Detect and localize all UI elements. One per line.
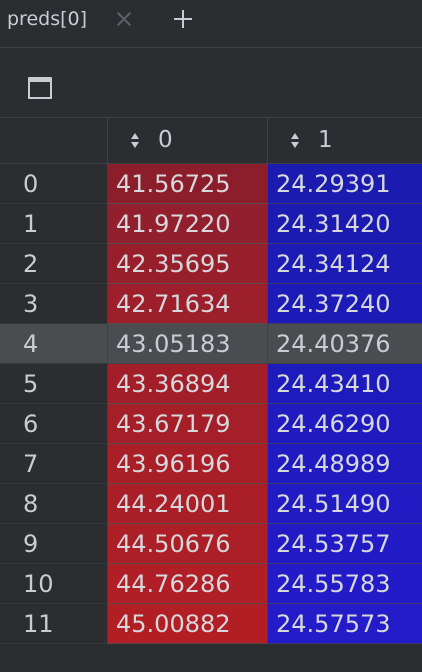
close-icon[interactable] (113, 8, 135, 30)
value-cell-col-0[interactable]: 45.00882 (107, 604, 267, 644)
value-cell-col-1[interactable]: 24.43410 (267, 364, 422, 404)
value-cell-col-1[interactable]: 24.48989 (267, 444, 422, 484)
row-divider (0, 403, 107, 404)
value-cell-col-1[interactable]: 24.40376 (267, 324, 422, 364)
toolbar (0, 49, 422, 117)
row-divider (0, 243, 107, 244)
table-row[interactable]: 7 43.96196 24.48989 (0, 444, 422, 484)
table-row[interactable]: 1 41.97220 24.31420 (0, 204, 422, 244)
data-table: 0 1 0 41.56725 24.29391 1 41.97220 24.31420 2 4… (0, 117, 422, 672)
value-cell-col-0[interactable]: 43.67179 (107, 404, 267, 444)
index-column-header[interactable] (0, 118, 107, 163)
value-cell-col-1[interactable]: 24.37240 (267, 284, 422, 324)
sort-icon[interactable] (130, 131, 140, 149)
row-divider (0, 323, 107, 324)
value-cell-col-1[interactable]: 24.34124 (267, 244, 422, 284)
row-divider (0, 363, 107, 364)
add-icon[interactable] (172, 8, 194, 30)
row-index-cell[interactable]: 10 (23, 570, 54, 598)
value-cell-col-0[interactable]: 43.96196 (107, 444, 267, 484)
row-index-cell[interactable]: 6 (23, 410, 39, 438)
row-index-cell[interactable]: 8 (23, 490, 39, 518)
value-cell-col-0[interactable]: 42.71634 (107, 284, 267, 324)
row-index-cell[interactable]: 1 (23, 210, 39, 238)
value-cell-col-0[interactable]: 42.35695 (107, 244, 267, 284)
table-row[interactable]: 8 44.24001 24.51490 (0, 484, 422, 524)
row-divider (0, 523, 107, 524)
row-divider (0, 443, 107, 444)
value-cell-col-1[interactable]: 24.55783 (267, 564, 422, 604)
value-cell-col-1[interactable]: 24.29391 (267, 164, 422, 204)
tab-label: preds[0] (7, 8, 88, 30)
column-header-1[interactable]: 1 (267, 118, 422, 163)
row-divider (0, 203, 107, 204)
row-divider (0, 483, 107, 484)
value-cell-col-0[interactable]: 44.24001 (107, 484, 267, 524)
column-header-label: 0 (158, 127, 173, 153)
value-cell-col-0[interactable]: 44.50676 (107, 524, 267, 564)
table-row[interactable]: 10 44.76286 24.55783 (0, 564, 422, 604)
sort-icon[interactable] (290, 131, 300, 149)
row-divider (0, 603, 107, 604)
row-divider (0, 563, 107, 564)
value-cell-col-0[interactable]: 41.97220 (107, 204, 267, 244)
value-cell-col-1[interactable]: 24.57573 (267, 604, 422, 644)
row-index-cell[interactable]: 9 (23, 530, 39, 558)
row-divider (0, 283, 107, 284)
value-cell-col-0[interactable]: 44.76286 (107, 564, 267, 604)
table-row[interactable]: 9 44.50676 24.53757 (0, 524, 422, 564)
table-row[interactable]: 6 43.67179 24.46290 (0, 404, 422, 444)
row-index-cell[interactable]: 5 (23, 370, 39, 398)
table-row[interactable]: 4 43.05183 24.40376 (0, 324, 422, 364)
value-cell-col-0[interactable]: 43.36894 (107, 364, 267, 404)
table-row[interactable]: 11 45.00882 24.57573 (0, 604, 422, 644)
row-divider (0, 643, 107, 644)
column-header-label: 1 (318, 127, 333, 153)
row-index-cell[interactable]: 11 (23, 610, 54, 638)
value-cell-col-1[interactable]: 24.31420 (267, 204, 422, 244)
table-row[interactable]: 3 42.71634 24.37240 (0, 284, 422, 324)
row-index-cell[interactable]: 2 (23, 250, 39, 278)
value-cell-col-1[interactable]: 24.46290 (267, 404, 422, 444)
table-row[interactable]: 2 42.35695 24.34124 (0, 244, 422, 284)
value-cell-col-0[interactable]: 43.05183 (107, 324, 267, 364)
value-cell-col-0[interactable]: 41.56725 (107, 164, 267, 204)
row-index-cell[interactable]: 0 (23, 170, 39, 198)
tab-bar: preds[0] (0, 0, 422, 48)
row-index-cell[interactable]: 3 (23, 290, 39, 318)
value-cell-col-1[interactable]: 24.53757 (267, 524, 422, 564)
layout-icon[interactable] (28, 77, 52, 99)
column-header-0[interactable]: 0 (107, 118, 267, 163)
table-header: 0 1 (0, 118, 422, 164)
tab-active-indicator (0, 44, 152, 47)
table-row[interactable]: 0 41.56725 24.29391 (0, 164, 422, 204)
value-cell-col-1[interactable]: 24.51490 (267, 484, 422, 524)
row-index-cell[interactable]: 4 (0, 324, 107, 364)
table-row[interactable]: 5 43.36894 24.43410 (0, 364, 422, 404)
row-index-cell[interactable]: 7 (23, 450, 39, 478)
